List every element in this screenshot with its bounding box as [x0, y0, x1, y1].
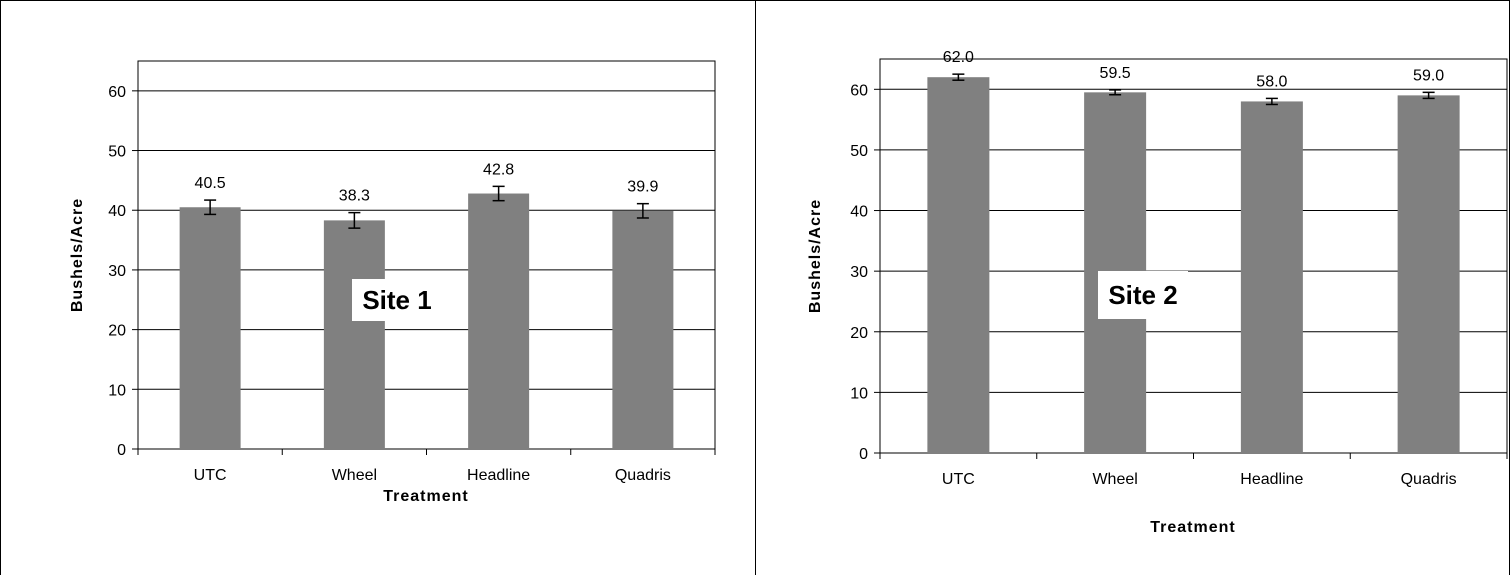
- y-tick-label: 0: [117, 442, 126, 459]
- data-label: 58.0: [1256, 73, 1287, 90]
- bar: [1240, 101, 1303, 453]
- y-tick-label: 10: [850, 385, 868, 402]
- x-tick-label: Quadris: [1401, 471, 1457, 488]
- y-tick-label: 20: [850, 325, 868, 342]
- y-tick-label: 30: [850, 264, 868, 281]
- y-tick-label: 0: [859, 446, 868, 463]
- bar-chart-site-1: 0 10 20 30 40 50 60 40.5 UTC 38.3 Wheel 42.8 Headlin…: [69, 60, 716, 505]
- y-tick-label: 20: [108, 323, 126, 340]
- site-label-box: [1098, 271, 1188, 319]
- x-tick-label: Headline: [1240, 471, 1303, 488]
- data-label: 62.0: [943, 49, 974, 66]
- site-label: Site 1: [362, 285, 431, 315]
- bar: [468, 193, 530, 449]
- chart-panel-site-2: 0 10 20 30 40 50 60 62.0 UTC 59.5 Wheel 58.0 Headlin…: [755, 0, 1510, 575]
- x-tick-label: Quadris: [615, 467, 671, 484]
- x-tick-label: UTC: [194, 467, 227, 484]
- x-tick-label: UTC: [942, 471, 975, 488]
- bar: [323, 220, 385, 449]
- chart-panel-site-1: 0 10 20 30 40 50 60 40.5 UTC 38.3 Wheel 42.8 Headlin…: [0, 0, 756, 575]
- data-label: 59.0: [1413, 67, 1444, 84]
- site-label: Site 2: [1108, 280, 1177, 310]
- y-tick-label: 50: [108, 144, 126, 161]
- bar: [927, 77, 990, 453]
- data-label: 59.5: [1100, 65, 1131, 82]
- y-axis-title: Bushels/Acre: [807, 199, 824, 313]
- bar: [1397, 95, 1460, 453]
- data-label: 38.3: [339, 188, 370, 205]
- y-tick-label: 30: [108, 263, 126, 280]
- bar-chart-site-2: 0 10 20 30 40 50 60 62.0 UTC 59.5 Wheel 58.0 Headlin…: [807, 49, 1508, 536]
- x-axis-title: Treatment: [383, 488, 468, 505]
- y-tick-label: 40: [108, 203, 126, 220]
- data-label: 39.9: [627, 179, 658, 196]
- x-tick-label: Wheel: [332, 467, 377, 484]
- y-tick-label: 60: [108, 84, 126, 101]
- y-tick-label: 60: [850, 82, 868, 99]
- bar: [612, 210, 674, 449]
- y-tick-label: 50: [850, 143, 868, 160]
- x-tick-label: Headline: [467, 467, 530, 484]
- bar: [179, 207, 241, 449]
- y-tick-label: 10: [108, 382, 126, 399]
- y-axis-title: Bushels/Acre: [69, 198, 86, 312]
- x-axis-title: Treatment: [1150, 519, 1235, 536]
- data-label: 40.5: [195, 175, 226, 192]
- data-label: 42.8: [483, 161, 514, 178]
- x-tick-label: Wheel: [1092, 471, 1137, 488]
- site-label-box: [352, 279, 442, 321]
- y-tick-label: 40: [850, 204, 868, 221]
